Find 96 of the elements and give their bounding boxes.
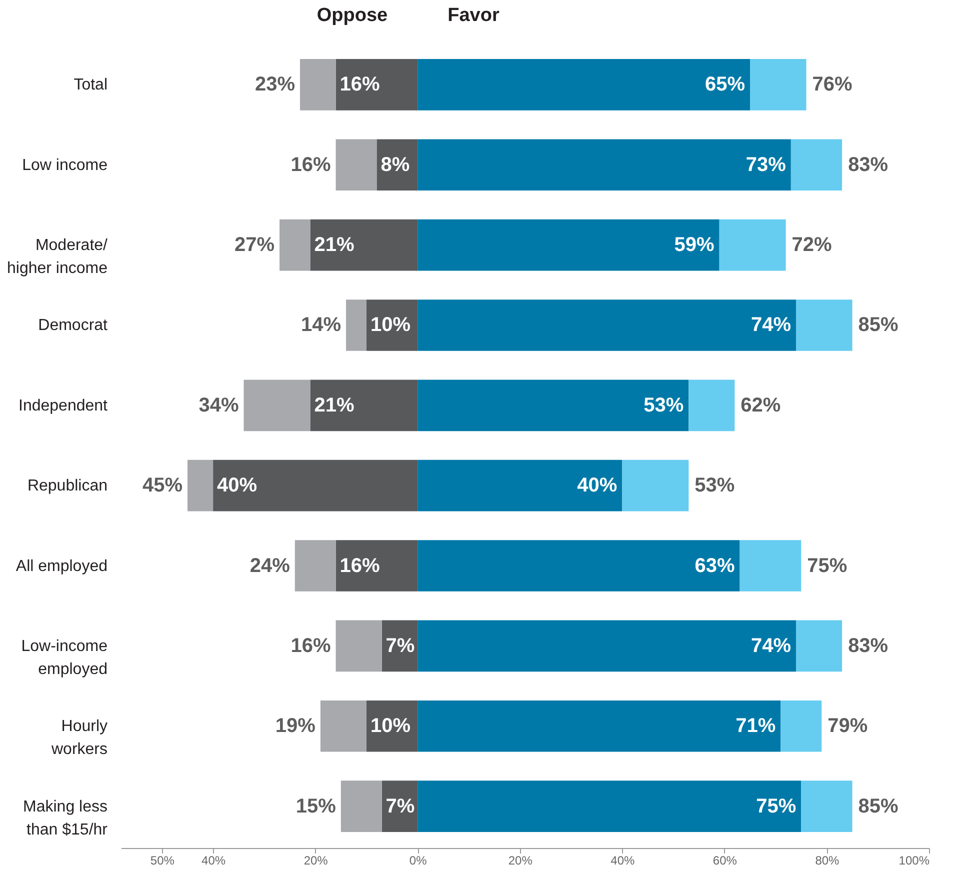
bar [187, 460, 214, 512]
annotation: 53% [694, 474, 735, 497]
annotation: 53% [644, 394, 684, 416]
bar [796, 620, 842, 672]
annotation: 7% [386, 634, 415, 657]
y-tick-label: Republican [27, 478, 108, 495]
x-tick-label: 0% [409, 854, 428, 868]
annotation: 79% [828, 715, 868, 738]
annotation: 75% [807, 554, 848, 577]
annotation: 74% [751, 314, 792, 336]
annotation: 16% [290, 154, 331, 176]
annotation: 85% [858, 314, 899, 336]
annotation: 10% [370, 314, 411, 336]
annotation: 16% [340, 554, 380, 577]
bar [213, 460, 418, 512]
text: Favor [448, 5, 500, 26]
annotation: 24% [250, 554, 290, 577]
bar [336, 620, 382, 672]
bar [796, 300, 852, 351]
y-tick-label: Hourly workers [50, 718, 108, 758]
annotation: 85% [858, 795, 899, 818]
y-tick-label: Independent [18, 397, 108, 414]
bar [244, 380, 310, 432]
annotation: 27% [234, 234, 275, 256]
bar [346, 300, 366, 351]
y-tick-label: Total [74, 76, 108, 94]
bar [310, 219, 418, 271]
annotation: 19% [275, 715, 316, 738]
x-tick-label: 50% [150, 854, 175, 868]
bar [340, 780, 382, 832]
annotation: 21% [314, 234, 354, 256]
bar [418, 780, 802, 832]
bar [622, 460, 689, 512]
annotation: 63% [694, 554, 735, 577]
annotation: 83% [848, 154, 888, 176]
annotation: 45% [142, 474, 183, 497]
x-tick-label: 100% [898, 854, 930, 868]
bar [418, 300, 796, 351]
annotation: 75% [756, 795, 796, 818]
y-tick-label: Democrat [38, 317, 108, 334]
annotation: 7% [386, 795, 415, 818]
bar [418, 380, 689, 432]
bar [418, 219, 720, 271]
annotation: 16% [290, 634, 331, 657]
bar [280, 219, 310, 271]
y-tick-label: Making less than $15/hr [23, 798, 108, 838]
annotation: 23% [254, 74, 296, 96]
bar [320, 700, 366, 752]
bar [418, 620, 796, 672]
text: Oppose [316, 5, 388, 26]
x-tick-label: 40% [202, 854, 226, 868]
bar [336, 59, 418, 110]
y-tick-label: Low income [22, 156, 108, 174]
annotation: 59% [674, 234, 715, 256]
annotation: 65% [704, 74, 746, 96]
bar [418, 59, 750, 110]
x-tick-label: 40% [610, 854, 635, 868]
bar [801, 780, 852, 832]
x-tick-label: 20% [304, 854, 328, 868]
annotation: 34% [198, 394, 239, 416]
annotation: 8% [380, 154, 410, 176]
bar [780, 700, 822, 752]
annotation: 83% [848, 634, 888, 657]
bar [300, 59, 336, 110]
y-tick-label: Moderate/higher income [7, 237, 108, 278]
y-tick-label: All employed [16, 558, 108, 575]
annotation: 62% [740, 394, 781, 416]
y-tick-label: Low-income employed [21, 638, 108, 678]
bar [750, 59, 806, 110]
x-tick-label: 60% [712, 854, 738, 868]
annotation: 15% [296, 795, 336, 818]
annotation: 74% [751, 634, 792, 657]
bar [336, 540, 418, 592]
annotation: 21% [314, 394, 354, 416]
annotation: 71% [736, 715, 776, 738]
bar [418, 460, 622, 512]
bar [336, 139, 377, 191]
bar [740, 540, 802, 592]
annotation: 10% [370, 715, 411, 738]
bar [790, 139, 842, 191]
annotation: 73% [746, 154, 786, 176]
bar [294, 540, 336, 592]
x-tick-label: 80% [815, 854, 840, 868]
bar [688, 380, 735, 432]
annotation: 14% [300, 314, 342, 336]
bar [719, 219, 786, 271]
annotation: 16% [340, 74, 380, 96]
x-tick-label: 20% [508, 854, 533, 868]
annotation: 40% [217, 474, 258, 497]
bar [418, 700, 781, 752]
annotation: 40% [577, 474, 618, 497]
bar [418, 540, 740, 592]
bar [418, 139, 791, 191]
annotation: 76% [812, 74, 853, 96]
bar [310, 380, 418, 432]
annotation: 72% [792, 234, 832, 256]
